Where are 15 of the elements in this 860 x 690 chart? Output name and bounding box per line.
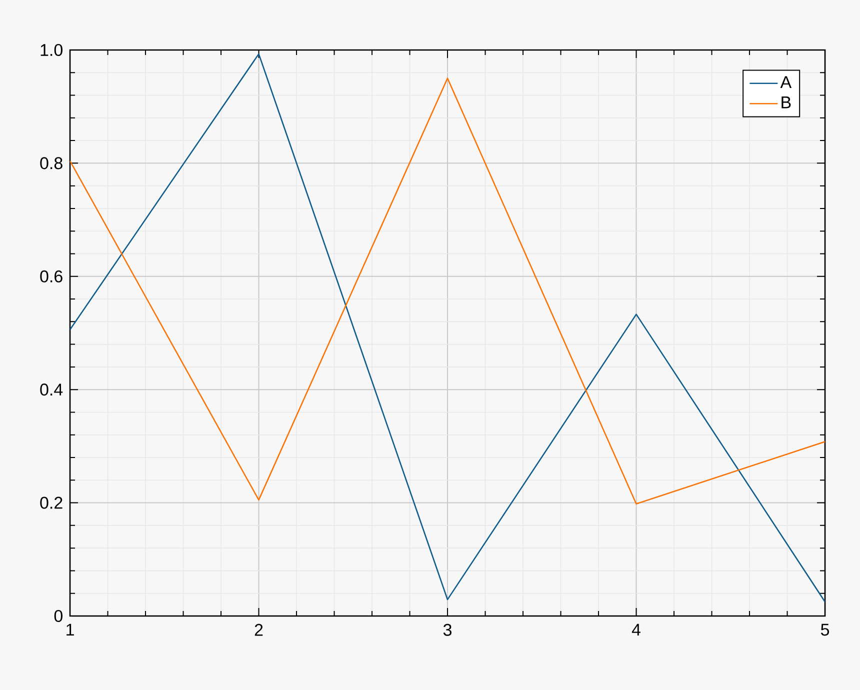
x-tick-label: 3	[443, 624, 452, 636]
x-tick-label: 5	[820, 624, 830, 636]
y-tick-label: 0.6	[40, 270, 62, 282]
y-tick-label: 0.8	[40, 157, 62, 170]
x-tick-label: 1	[66, 624, 74, 636]
y-tick-label: 0.4	[40, 384, 63, 396]
legend-label: B	[782, 96, 791, 108]
x-tick-label: 2	[254, 624, 263, 636]
y-tick-label: 0	[54, 610, 62, 622]
x-tick-label: 4	[632, 624, 640, 636]
y-tick-label: 1.0	[40, 44, 62, 56]
legend-label: A	[780, 76, 792, 88]
line-series	[70, 78, 826, 505]
line-series	[70, 53, 826, 602]
y-tick-label: 0.2	[40, 496, 62, 509]
